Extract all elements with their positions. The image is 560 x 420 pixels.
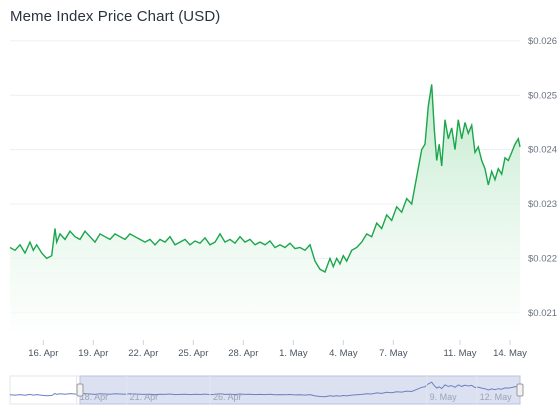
navigator-handle-left[interactable]	[76, 383, 84, 397]
x-tick-label: 25. Apr	[178, 348, 208, 359]
chart-title: Meme Index Price Chart (USD)	[10, 8, 221, 25]
x-tick-label: 22. Apr	[128, 348, 158, 359]
navigator-tick-label: 21. Apr	[130, 392, 159, 402]
navigator-line	[9, 381, 521, 398]
x-tick-label: 11. May	[443, 348, 476, 359]
price-line	[9, 84, 521, 273]
y-tick-label: $0.025	[528, 90, 557, 101]
y-tick-label: $0.026	[528, 36, 557, 47]
x-tick-label: 16. Apr	[28, 348, 58, 359]
x-tick-label: 19. Apr	[78, 348, 108, 359]
x-tick-label: 1. May	[279, 348, 308, 359]
navigator-handle-right[interactable]	[516, 383, 524, 397]
y-axis-ticks: $0.026 $0.025 $0.024 $0.023 $0.022 $0.021	[528, 36, 557, 319]
navigator-tick-label: 9. May	[430, 392, 458, 402]
navigator-tick-label: 18. Apr	[80, 392, 109, 402]
y-tick-label: $0.024	[528, 145, 557, 156]
x-tick-label: 7. May	[379, 348, 408, 359]
y-tick-label: $0.021	[528, 308, 557, 319]
y-tick-label: $0.023	[528, 199, 557, 210]
price-area	[10, 84, 520, 341]
x-tick-label: 14. May	[493, 348, 527, 359]
x-tick-label: 4. May	[329, 348, 358, 359]
navigator-tick-label: 26. Apr	[213, 392, 242, 402]
navigator-tick-label: 12. May	[480, 392, 513, 402]
navigator[interactable]: 18. Apr 21. Apr 26. Apr 9. May 12. May	[9, 375, 524, 405]
x-tick-label: 28. Apr	[228, 348, 258, 359]
y-tick-label: $0.022	[528, 253, 557, 264]
x-axis-ticks: 16. Apr 19. Apr 22. Apr 25. Apr 28. Apr 1. Ma…	[28, 340, 527, 359]
